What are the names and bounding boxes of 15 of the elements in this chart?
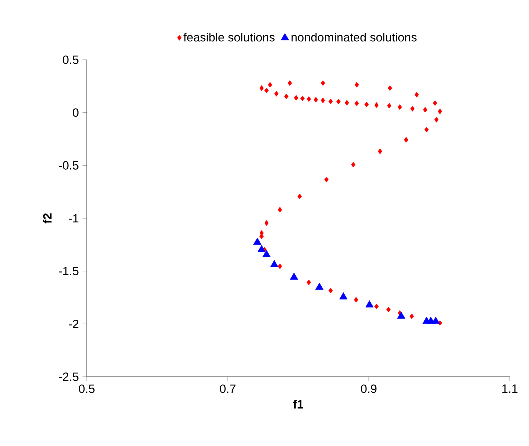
y-tick-label: 0.5 (63, 56, 79, 64)
legend-label: feasible solutions (184, 32, 275, 42)
x-tick-label: 0.5 (79, 384, 95, 394)
y-axis-title: f2 (43, 214, 52, 224)
legend-label: nondominated solutions (292, 32, 417, 42)
y-tick-label: -2 (69, 320, 79, 328)
y-tick-label: -1 (69, 214, 79, 223)
y-tick-label: -0.5 (59, 161, 79, 170)
y-tick-label: 0 (73, 108, 79, 118)
y-tick-label: -2.5 (59, 372, 79, 382)
x-axis-title: f1 (293, 400, 304, 409)
y-tick-label: -1.5 (59, 267, 79, 276)
x-tick-label: 0.7 (220, 384, 236, 394)
x-tick-label: 1.1 (502, 384, 518, 393)
x-tick-label: 0.9 (361, 384, 377, 394)
